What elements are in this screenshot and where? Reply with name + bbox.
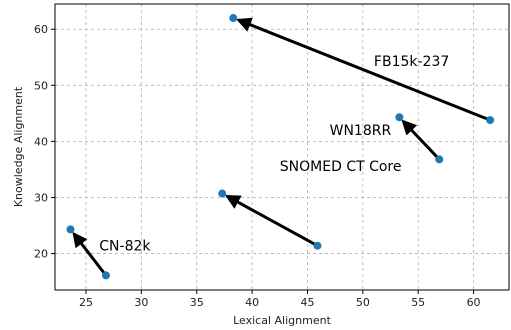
grid (55, 4, 509, 290)
annotations: FB15k-237 WN18RR SNOMED CT Core CN-82k (99, 54, 449, 254)
dataset-label: CN-82k (99, 239, 151, 255)
alignment-arrow (401, 119, 441, 161)
x-tick-label: 55 (411, 296, 425, 309)
end-point (229, 14, 238, 23)
y-tick-label: 50 (34, 79, 48, 92)
x-tick-label: 40 (245, 296, 259, 309)
y-tick-label: 40 (34, 135, 48, 148)
dataset-label: WN18RR (330, 123, 392, 139)
x-axis-title: Lexical Alignment (233, 314, 331, 327)
x-tick-label: 35 (190, 296, 204, 309)
end-point (395, 113, 404, 122)
y-tick-label: 60 (34, 23, 48, 36)
plot-frame (54, 3, 510, 291)
dataset-label: FB15k-237 (374, 54, 449, 70)
y-axis-title: Knowledge Alignment (12, 86, 25, 207)
arrows (72, 17, 491, 277)
alignment-arrow (236, 17, 491, 122)
x-tick-label: 30 (134, 296, 148, 309)
start-point (435, 155, 444, 164)
end-point (218, 189, 227, 198)
end-point (66, 225, 75, 234)
y-tick-label: 30 (34, 191, 48, 204)
x-tick-label: 60 (467, 296, 481, 309)
alignment-arrow (224, 194, 319, 248)
y-tick-label: 20 (34, 248, 48, 261)
start-point (313, 241, 322, 250)
x-tick-label: 45 (300, 296, 314, 309)
start-point (486, 116, 495, 125)
y-axis-ticks: 20 30 40 50 60 (34, 23, 55, 261)
alignment-arrow (72, 231, 108, 277)
x-axis-ticks: 25 30 35 40 45 50 55 60 (79, 290, 481, 309)
x-tick-label: 50 (356, 296, 370, 309)
dataset-label: SNOMED CT Core (280, 159, 402, 175)
start-point (101, 271, 110, 280)
x-tick-label: 25 (79, 296, 93, 309)
points (66, 14, 495, 280)
plot-background (55, 4, 509, 290)
